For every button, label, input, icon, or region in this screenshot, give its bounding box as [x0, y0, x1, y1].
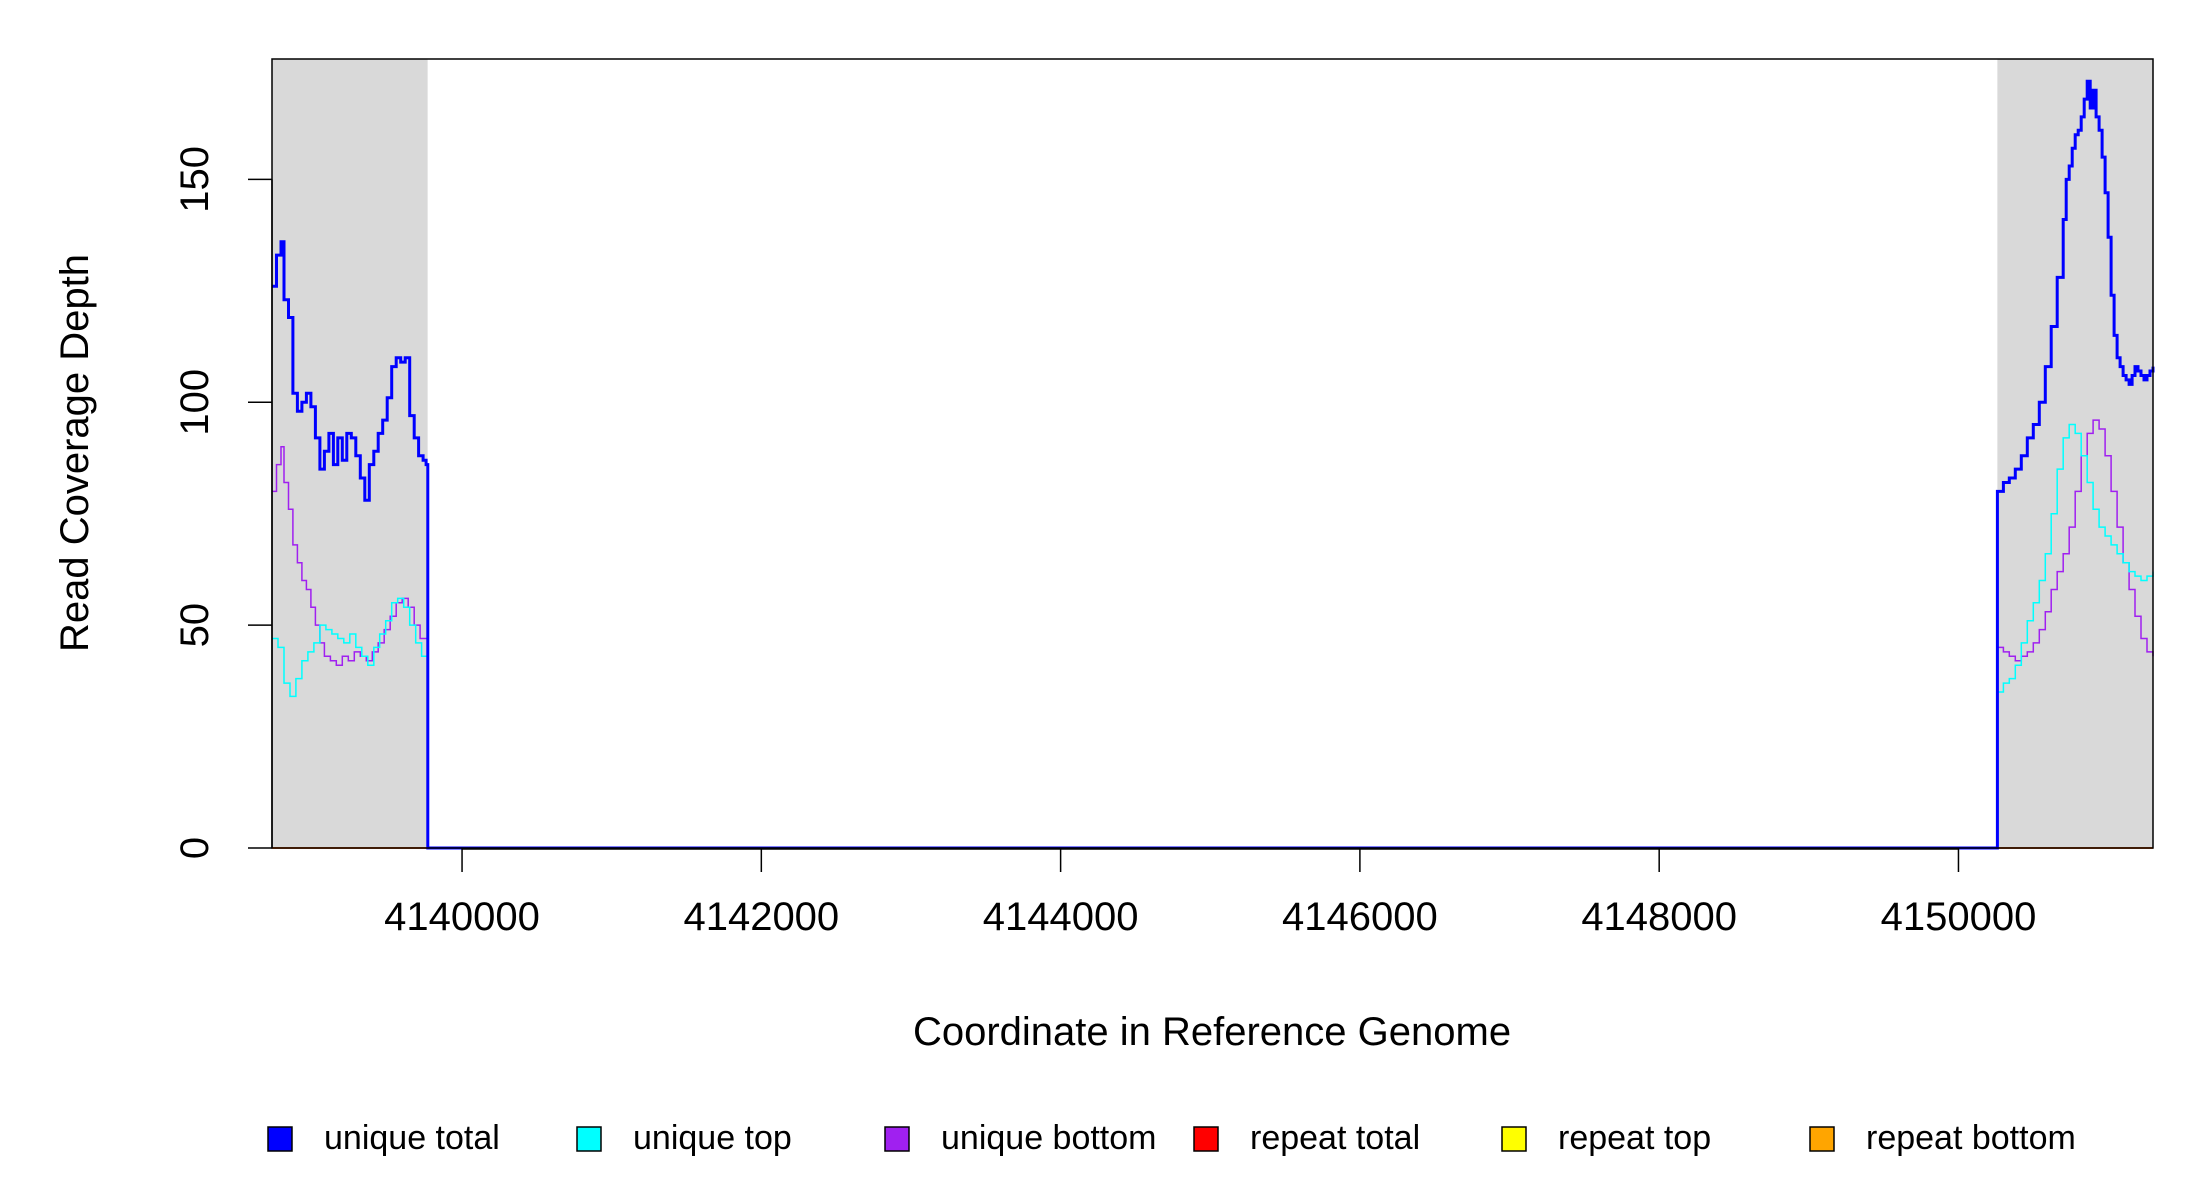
x-axis-label: Coordinate in Reference Genome	[913, 1010, 1511, 1054]
y-tick-label: 100	[173, 369, 217, 436]
shaded-region-1	[272, 59, 428, 848]
shaded-region-2	[1997, 59, 2153, 848]
legend-label: unique bottom	[941, 1119, 1157, 1157]
shaded-regions	[272, 59, 2153, 848]
legend-label: repeat total	[1250, 1119, 1420, 1157]
series-line-unique-top	[272, 423, 2154, 849]
legend-swatch	[1501, 1126, 1527, 1152]
y-tick-label: 50	[173, 603, 217, 648]
legend-swatch	[1193, 1126, 1219, 1152]
y-axis: 0 50 100 150	[173, 146, 273, 859]
x-axis: 4140000 4142000 4144000 4146000 4148000 41500…	[384, 848, 2036, 939]
legend-label: repeat top	[1558, 1119, 1711, 1157]
series-line-unique-total	[272, 79, 2155, 850]
y-axis-label: Read Coverage Depth	[53, 254, 97, 652]
x-tick-label: 4140000	[384, 895, 540, 939]
y-tick-label: 150	[173, 146, 217, 213]
legend-label: unique top	[633, 1119, 792, 1157]
legend-label: unique total	[324, 1119, 500, 1157]
series-line-unique-bottom	[272, 419, 2154, 849]
legend-swatch	[576, 1126, 602, 1152]
y-tick-label: 0	[173, 837, 217, 859]
x-tick-label: 4146000	[1282, 895, 1438, 939]
legend-swatch	[1809, 1126, 1835, 1152]
x-tick-label: 4142000	[683, 895, 839, 939]
legend-swatch	[884, 1126, 910, 1152]
legend: unique total unique top unique bottom repea…	[267, 1119, 2076, 1157]
legend-label: repeat bottom	[1866, 1119, 2076, 1157]
x-tick-label: 4144000	[983, 895, 1139, 939]
series-lines	[272, 79, 2155, 850]
plot-frame	[271, 58, 2154, 849]
x-tick-label: 4150000	[1881, 895, 2037, 939]
x-tick-label: 4148000	[1581, 895, 1737, 939]
legend-swatch	[267, 1126, 293, 1152]
